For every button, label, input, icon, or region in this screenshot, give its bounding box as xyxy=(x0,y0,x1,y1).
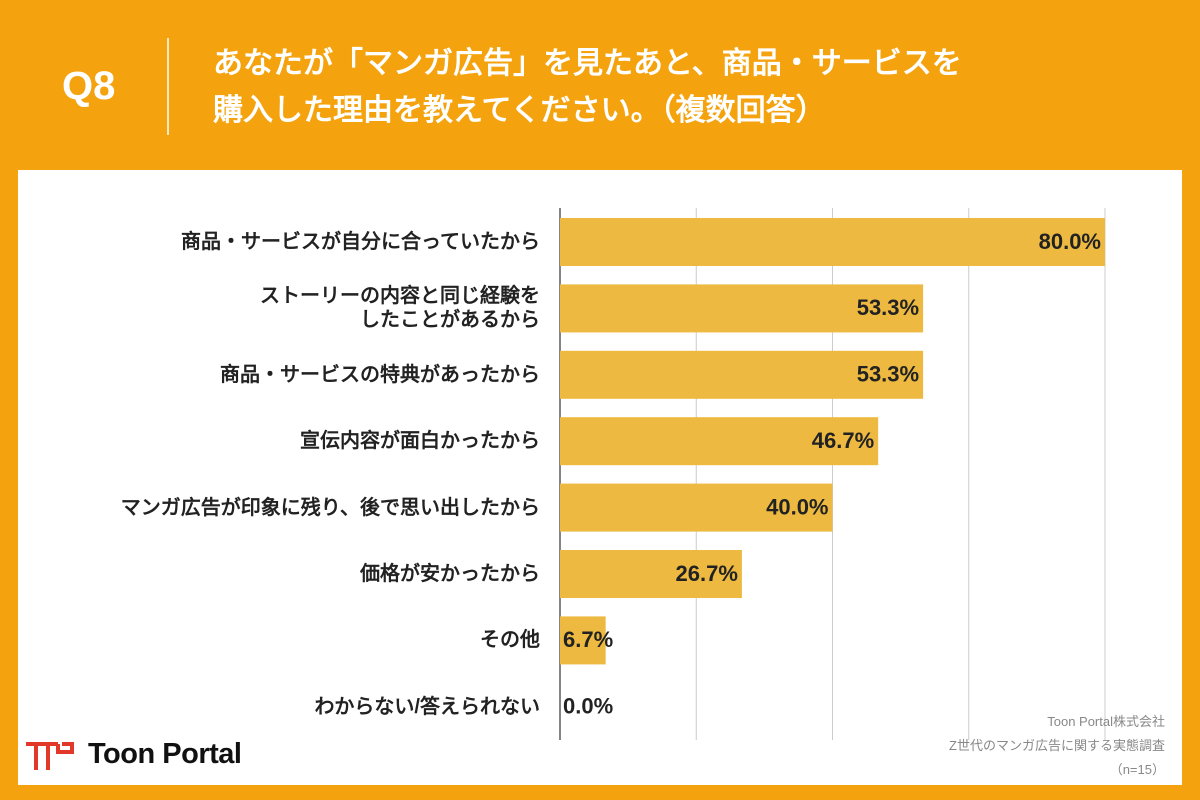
bar xyxy=(560,350,924,399)
bar xyxy=(560,417,879,466)
bar xyxy=(560,284,924,333)
bar xyxy=(560,550,742,598)
bar xyxy=(560,483,833,532)
value-label: 26.7% xyxy=(676,561,738,586)
bar xyxy=(560,218,1105,266)
value-label: 6.7% xyxy=(563,627,613,652)
value-label: 53.3% xyxy=(857,362,919,387)
value-label: 53.3% xyxy=(857,295,919,320)
category-label: 商品・サービスの特典があったから xyxy=(220,363,540,386)
category-label: マンガ広告が印象に残り、後で思い出したから xyxy=(120,496,540,519)
category-label: 宣伝内容が面白かったから xyxy=(300,430,540,453)
panel xyxy=(18,170,1182,785)
category-label: 価格が安かったから xyxy=(360,563,540,585)
question-title: あなたが「マンガ広告」を見たあと、商品・サービスを 購入した理由を教えてください… xyxy=(213,47,962,127)
source: Toon Portal株式会社 xyxy=(1047,714,1165,729)
category-label: その他 xyxy=(480,629,540,652)
source: Z世代のマンガ広告に関する実態調査 xyxy=(949,738,1165,753)
value-label: 80.0% xyxy=(1039,229,1101,254)
category-label: わからない/答えられない xyxy=(314,695,540,718)
value-label: 40.0% xyxy=(766,494,828,519)
question-number: Q8 xyxy=(62,64,116,108)
value-label: 46.7% xyxy=(812,428,874,453)
category-label: 商品・サービスが自分に合っていたから xyxy=(181,231,540,253)
logo-icon xyxy=(26,742,74,770)
value-label: 0.0% xyxy=(563,694,613,719)
category-label: ストーリーの内容と同じ経験を したことがあるから xyxy=(260,285,540,332)
bar xyxy=(560,616,606,665)
logo-text: Toon Portal xyxy=(88,738,242,770)
source: （n=15） xyxy=(1109,762,1165,777)
